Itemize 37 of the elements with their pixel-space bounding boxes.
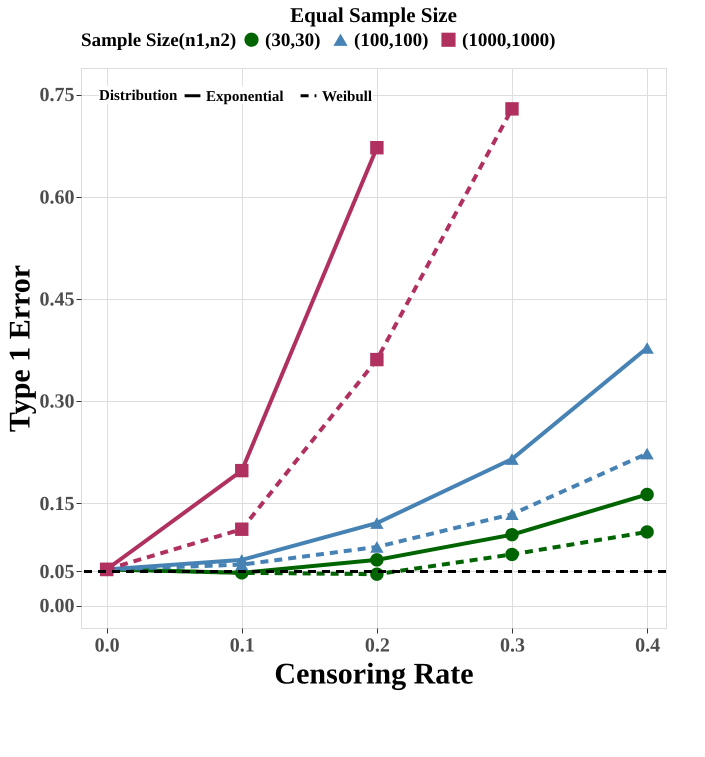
annotation: Exponential [206,88,284,105]
point [370,141,384,154]
y-tick-label: 0.05 [40,560,74,583]
y-tick-label: 0.45 [40,288,74,310]
x-tick-label: 0.0 [94,634,120,656]
x-tick-label: 0.4 [635,634,660,656]
y-axis-title: Type 1 Error [4,264,36,432]
y-tick-label: 0.15 [40,492,74,515]
y-tick-label: 0.75 [40,84,74,106]
point [505,548,519,562]
y-tick-label: 0.30 [40,390,74,413]
point [640,488,654,502]
legend-label: (100,100) [354,30,428,51]
point [370,517,384,529]
point [505,528,519,542]
x-tick-label: 0.2 [364,634,390,656]
point [370,553,384,567]
point [370,541,384,553]
point [640,448,654,460]
point [640,525,654,539]
annotation: Weibull [322,88,372,105]
legend-title: Sample Size(n1,n2) [81,30,236,51]
x-axis-title: Censoring Rate [274,658,474,690]
point [505,102,519,116]
y-tick-label: 0.00 [40,595,74,618]
x-tick-label: 0.3 [500,634,525,656]
y-tick-label: 0.60 [40,186,74,208]
point [235,464,248,478]
x-tick-label: 0.1 [230,634,255,656]
chart-title: Equal Sample Size [290,3,457,27]
annotation: Distribution [99,88,178,104]
legend-label: (30,30) [265,30,320,51]
point [505,508,519,520]
point [235,522,248,536]
point [370,352,384,366]
legend-label: (1000,1000) [462,30,556,51]
point [505,453,519,465]
